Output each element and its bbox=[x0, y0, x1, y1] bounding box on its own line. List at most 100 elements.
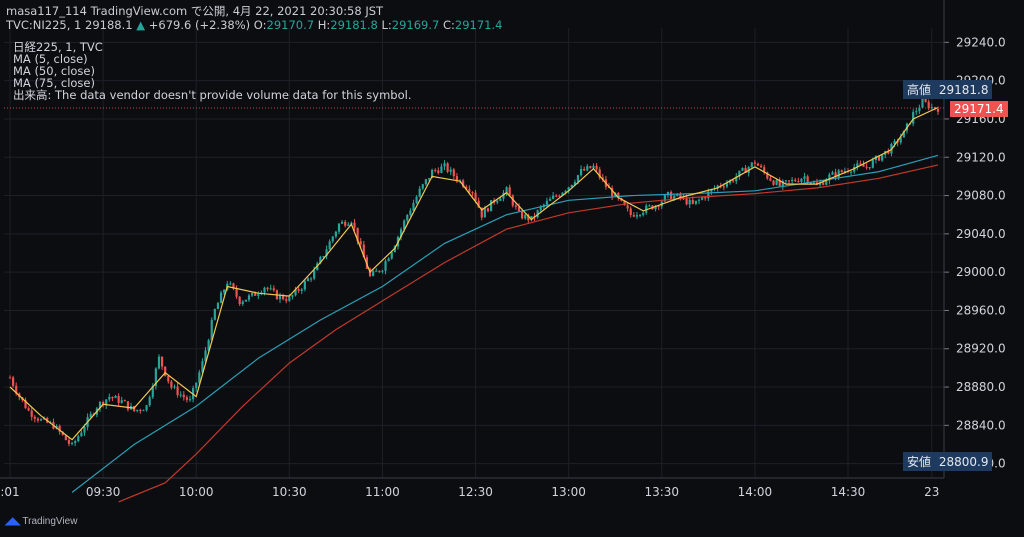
candle-body bbox=[521, 211, 524, 219]
high-tag-value: 29181.8 bbox=[938, 83, 989, 97]
candle-body bbox=[850, 171, 853, 173]
candle-body bbox=[471, 192, 474, 194]
candle-body bbox=[859, 163, 862, 165]
candle-body bbox=[728, 180, 732, 184]
candle-body bbox=[266, 287, 269, 289]
legend-title[interactable]: 日経225, 1, TVC bbox=[13, 40, 103, 54]
candle-body bbox=[638, 214, 642, 216]
candle-body bbox=[579, 169, 583, 176]
candle-body bbox=[201, 361, 204, 373]
candle-body bbox=[77, 436, 80, 442]
candle-body bbox=[564, 190, 567, 193]
candle-body bbox=[418, 188, 421, 197]
logo-text: TradingView bbox=[22, 516, 78, 527]
candle-body bbox=[759, 165, 763, 168]
candle-body bbox=[390, 252, 393, 259]
candle-body bbox=[434, 169, 437, 171]
candle-body bbox=[285, 299, 288, 301]
candle-body bbox=[300, 289, 303, 291]
candle-body bbox=[800, 178, 803, 182]
candle-body bbox=[868, 167, 871, 169]
candle-body bbox=[508, 187, 511, 196]
candle-body bbox=[576, 175, 580, 182]
candle-body bbox=[337, 223, 341, 232]
legend-ma75[interactable]: MA (75, close) bbox=[13, 76, 95, 90]
candle-body bbox=[319, 257, 322, 264]
legend-volume[interactable]: 出来高: The data vendor doesn't provide vol… bbox=[13, 88, 412, 102]
candle-body bbox=[70, 442, 74, 444]
candle-body bbox=[219, 292, 223, 304]
candle-body bbox=[611, 187, 614, 197]
candle-body bbox=[744, 167, 747, 173]
candle-body bbox=[797, 181, 800, 183]
candle-body bbox=[676, 193, 679, 196]
candle-body bbox=[210, 319, 213, 341]
candle-body bbox=[545, 200, 549, 205]
candle-body bbox=[64, 434, 67, 441]
candle-body bbox=[164, 366, 167, 376]
candle-body bbox=[623, 200, 626, 206]
candle-body bbox=[825, 180, 828, 185]
candle-body bbox=[701, 197, 704, 200]
candle-body bbox=[294, 289, 297, 296]
candle-body bbox=[269, 288, 272, 290]
change-arrow-icon: ▲ bbox=[136, 18, 146, 32]
y-tick-label: 28880.0 bbox=[956, 380, 1006, 394]
ohlc-bar: TVC:NI225, 1 29188.1 ▲ +679.6 (+2.38%) O… bbox=[6, 18, 502, 32]
candle-body bbox=[772, 180, 775, 185]
candle-body bbox=[167, 375, 170, 382]
candle-body bbox=[235, 288, 238, 297]
candle-body bbox=[421, 184, 424, 189]
candle-body bbox=[331, 236, 334, 242]
last-price: 29188.1 bbox=[85, 18, 133, 32]
candle-body bbox=[148, 397, 151, 406]
y-tick-label: 28960.0 bbox=[956, 303, 1006, 317]
candle-body bbox=[902, 130, 905, 138]
candle-body bbox=[511, 195, 514, 206]
candle-body bbox=[499, 198, 502, 201]
ma5-line bbox=[9, 106, 939, 441]
candle-body bbox=[697, 199, 701, 201]
candle-body bbox=[443, 163, 446, 167]
candle-body bbox=[666, 191, 670, 196]
candle-body bbox=[822, 182, 825, 185]
candle-body bbox=[694, 200, 698, 204]
y-tick-label: 28920.0 bbox=[956, 342, 1006, 356]
tradingview-logo[interactable]: ◢◣ TradingView bbox=[5, 516, 77, 527]
candle-body bbox=[899, 137, 902, 143]
low-value: 29169.7 bbox=[391, 18, 440, 32]
candle-body bbox=[536, 210, 539, 218]
candle-body bbox=[117, 395, 120, 403]
high-label: H: bbox=[317, 18, 331, 32]
candle-body bbox=[589, 166, 592, 169]
legend-ma5[interactable]: MA (5, close) bbox=[13, 52, 88, 66]
close-value: 29171.4 bbox=[454, 18, 503, 32]
candle-body bbox=[362, 244, 365, 258]
candle-body bbox=[648, 205, 651, 207]
candle-body bbox=[102, 401, 105, 406]
candle-body bbox=[288, 296, 291, 301]
candle-body bbox=[39, 419, 43, 421]
candle-body bbox=[881, 154, 884, 161]
candle-body bbox=[334, 231, 337, 237]
candle-body bbox=[455, 176, 459, 181]
candle-body bbox=[787, 180, 791, 182]
candle-body bbox=[912, 112, 915, 124]
candle-body bbox=[561, 192, 564, 196]
candle-body bbox=[136, 409, 139, 412]
candle-body bbox=[415, 196, 418, 204]
candle-body bbox=[328, 241, 331, 250]
candle-body bbox=[306, 278, 310, 282]
candle-body bbox=[735, 176, 738, 182]
candle-body bbox=[856, 163, 859, 167]
candle-body bbox=[915, 111, 918, 113]
candle-body bbox=[673, 195, 676, 200]
candle-body bbox=[679, 193, 682, 198]
candle-body bbox=[67, 440, 71, 444]
candle-body bbox=[626, 205, 629, 209]
candle-body bbox=[353, 222, 356, 228]
legend-ma50[interactable]: MA (50, close) bbox=[13, 64, 95, 78]
candle-body bbox=[598, 169, 601, 178]
candle-body bbox=[601, 177, 604, 180]
